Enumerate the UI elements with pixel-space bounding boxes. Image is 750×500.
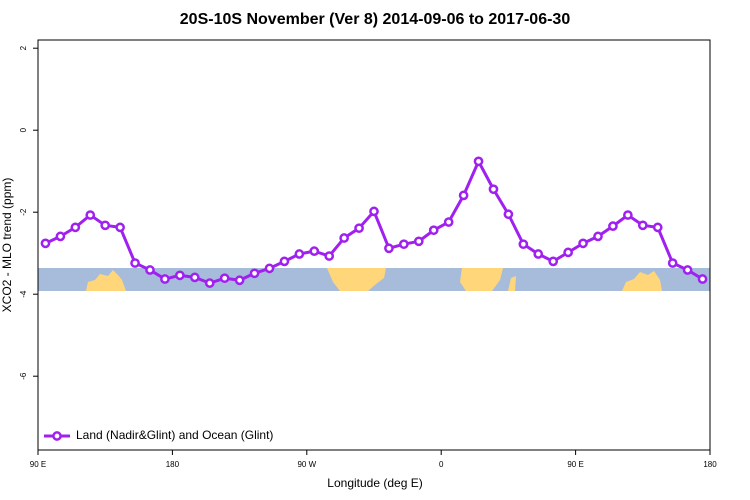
land-ocean-strip	[38, 268, 710, 291]
point	[682, 265, 693, 275]
x-tick-label: 90 W	[297, 460, 316, 469]
point	[399, 239, 409, 250]
point	[503, 209, 514, 220]
point	[160, 274, 170, 284]
point	[40, 238, 51, 249]
point	[339, 233, 349, 243]
point	[85, 210, 96, 220]
point	[175, 270, 185, 281]
y-tick-label: -4	[19, 290, 28, 298]
point	[189, 272, 200, 283]
point	[518, 239, 529, 250]
point	[458, 190, 469, 201]
point	[548, 256, 559, 267]
point	[234, 275, 245, 286]
y-tick-label: -2	[19, 208, 28, 216]
point	[563, 247, 573, 258]
point	[428, 225, 439, 236]
series-line	[44, 159, 704, 285]
point	[533, 249, 544, 259]
point	[294, 249, 305, 259]
y-tick-label: -6	[19, 372, 28, 380]
point	[100, 220, 111, 231]
point	[324, 251, 335, 261]
point	[55, 231, 66, 242]
x-tick-label: 0	[439, 460, 444, 469]
point	[309, 246, 320, 256]
point	[593, 231, 603, 242]
point	[130, 258, 140, 268]
legend-label: Land (Nadir&Glint) and Ocean (Glint)	[76, 428, 273, 442]
point	[667, 258, 678, 268]
legend-marker	[52, 431, 62, 441]
chart-title: 20S-10S November (Ver 8) 2014-09-06 to 2…	[180, 11, 571, 28]
point	[264, 263, 275, 274]
point	[637, 220, 648, 231]
point	[204, 278, 215, 288]
y-tick-label: 0	[19, 127, 28, 132]
x-tick-label: 180	[703, 460, 717, 469]
point	[697, 274, 708, 284]
point	[652, 222, 663, 233]
x-tick-label: 90 E	[567, 460, 583, 469]
point	[145, 265, 155, 275]
point	[488, 184, 499, 195]
y-axis-label: XCO2 - MLO trend (ppm)	[0, 178, 14, 313]
plot-frame	[37, 39, 711, 451]
point	[443, 217, 454, 227]
point	[608, 221, 618, 231]
point	[249, 268, 260, 279]
point	[219, 273, 230, 284]
point	[354, 223, 364, 234]
x-axis-label: Longitude (deg E)	[327, 476, 422, 490]
point	[623, 210, 633, 220]
point	[384, 243, 394, 254]
x-tick-label: 180	[166, 460, 180, 469]
point	[70, 222, 81, 233]
point	[279, 256, 290, 267]
point	[473, 156, 484, 167]
point	[413, 236, 424, 247]
y-tick-label: 2	[19, 45, 28, 50]
point	[369, 206, 379, 217]
point	[115, 222, 125, 233]
x-tick-label: 90 E	[30, 460, 46, 469]
point	[578, 238, 588, 249]
